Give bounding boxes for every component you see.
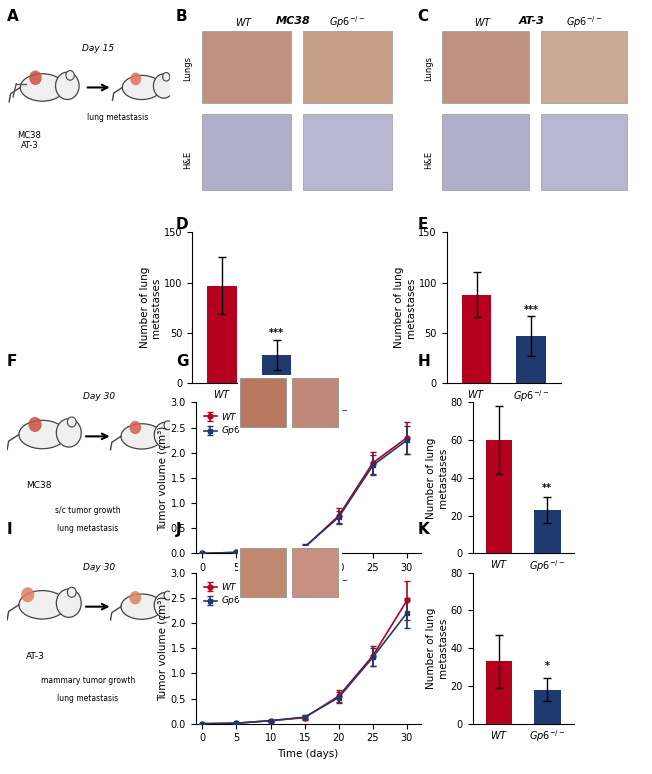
Circle shape	[21, 587, 35, 602]
Circle shape	[67, 587, 76, 598]
Text: Day 15: Day 15	[82, 44, 114, 53]
Bar	[516, 336, 546, 383]
Y-axis label: Number of lung
metastases: Number of lung metastases	[426, 437, 448, 519]
Bar	[541, 114, 627, 190]
Text: $WT$: $WT$	[261, 406, 279, 418]
Bar	[202, 114, 291, 190]
Text: $Gp6^{-/-}$: $Gp6^{-/-}$	[312, 577, 349, 592]
Ellipse shape	[123, 75, 162, 100]
Circle shape	[67, 417, 76, 427]
Circle shape	[29, 70, 42, 85]
Text: Lungs: Lungs	[183, 56, 192, 81]
Bar	[292, 548, 338, 598]
Text: C: C	[417, 9, 428, 24]
Text: G: G	[176, 354, 188, 368]
Circle shape	[164, 591, 172, 600]
Circle shape	[55, 72, 79, 100]
Text: lung metastasis: lung metastasis	[57, 524, 119, 533]
Bar	[207, 286, 237, 383]
Bar	[292, 378, 338, 427]
Text: MC38: MC38	[26, 481, 52, 491]
Text: lung metastasis: lung metastasis	[87, 113, 148, 122]
Circle shape	[56, 589, 82, 618]
Bar	[462, 295, 492, 383]
Circle shape	[66, 70, 74, 80]
Bar	[541, 30, 627, 103]
Text: B: B	[176, 9, 188, 24]
Circle shape	[130, 73, 141, 85]
Text: H&E: H&E	[424, 150, 433, 169]
Bar	[486, 662, 512, 724]
Y-axis label: Number of lung
metastases: Number of lung metastases	[140, 267, 161, 348]
Bar	[534, 690, 561, 724]
Circle shape	[154, 423, 176, 447]
Ellipse shape	[20, 74, 65, 101]
Legend: $WT$, $Gp6^{-/-}$: $WT$, $Gp6^{-/-}$	[200, 577, 258, 611]
Text: ***: ***	[269, 328, 284, 337]
Text: J: J	[176, 522, 182, 537]
Text: H&E: H&E	[183, 150, 192, 169]
Bar	[303, 114, 392, 190]
Text: D: D	[176, 217, 188, 231]
Bar	[240, 548, 286, 598]
Text: $Gp6^{-/-}$: $Gp6^{-/-}$	[312, 406, 349, 422]
Circle shape	[154, 593, 176, 618]
Circle shape	[56, 419, 82, 447]
Text: Lungs: Lungs	[424, 56, 433, 81]
Bar	[486, 440, 512, 553]
Y-axis label: Tumor volume (cm³): Tumor volume (cm³)	[158, 596, 168, 700]
Text: mammary tumor growth: mammary tumor growth	[41, 676, 135, 685]
Text: lung metastasis: lung metastasis	[57, 694, 119, 704]
Circle shape	[162, 73, 170, 81]
Text: $WT$: $WT$	[475, 15, 492, 28]
Y-axis label: Number of lung
metastases: Number of lung metastases	[394, 267, 415, 348]
Text: $WT$: $WT$	[235, 15, 253, 28]
Bar	[442, 30, 529, 103]
Text: $Gp6^{-/-}$: $Gp6^{-/-}$	[566, 14, 602, 30]
Text: Day 30: Day 30	[83, 563, 115, 571]
X-axis label: Time (days): Time (days)	[278, 749, 338, 759]
Text: Day 30: Day 30	[83, 392, 115, 401]
Bar	[240, 378, 286, 427]
Ellipse shape	[121, 594, 163, 619]
X-axis label: Time (days): Time (days)	[278, 579, 338, 589]
Circle shape	[153, 74, 174, 98]
Circle shape	[164, 421, 172, 430]
Bar	[534, 510, 561, 553]
Bar	[442, 114, 529, 190]
Legend: $WT$, $Gp6^{-/-}$: $WT$, $Gp6^{-/-}$	[200, 407, 258, 441]
Text: K: K	[417, 522, 429, 537]
Text: ***: ***	[524, 305, 539, 315]
Circle shape	[29, 417, 42, 432]
Ellipse shape	[19, 591, 66, 619]
Text: MC38: MC38	[276, 16, 311, 26]
Text: A: A	[7, 9, 18, 24]
Bar	[303, 30, 392, 103]
Y-axis label: Number of lung
metastases: Number of lung metastases	[426, 608, 448, 689]
Bar	[202, 30, 291, 103]
Text: MC38
AT-3: MC38 AT-3	[18, 131, 41, 150]
Text: $WT$: $WT$	[261, 577, 279, 588]
Text: I: I	[7, 522, 12, 537]
Circle shape	[129, 421, 141, 434]
Text: F: F	[7, 354, 17, 368]
Text: AT-3: AT-3	[518, 16, 544, 26]
Text: $Gp6^{-/-}$: $Gp6^{-/-}$	[329, 14, 366, 30]
Text: **: **	[542, 483, 552, 493]
Bar	[261, 355, 291, 383]
Ellipse shape	[19, 420, 66, 449]
Text: E: E	[417, 217, 428, 231]
Ellipse shape	[121, 423, 163, 449]
Text: s/c tumor growth: s/c tumor growth	[55, 505, 121, 515]
Circle shape	[129, 591, 141, 604]
Text: H: H	[417, 354, 430, 368]
Text: *: *	[545, 661, 550, 671]
Text: AT-3: AT-3	[26, 652, 45, 661]
Y-axis label: Tumor volume (cm³): Tumor volume (cm³)	[158, 426, 168, 530]
